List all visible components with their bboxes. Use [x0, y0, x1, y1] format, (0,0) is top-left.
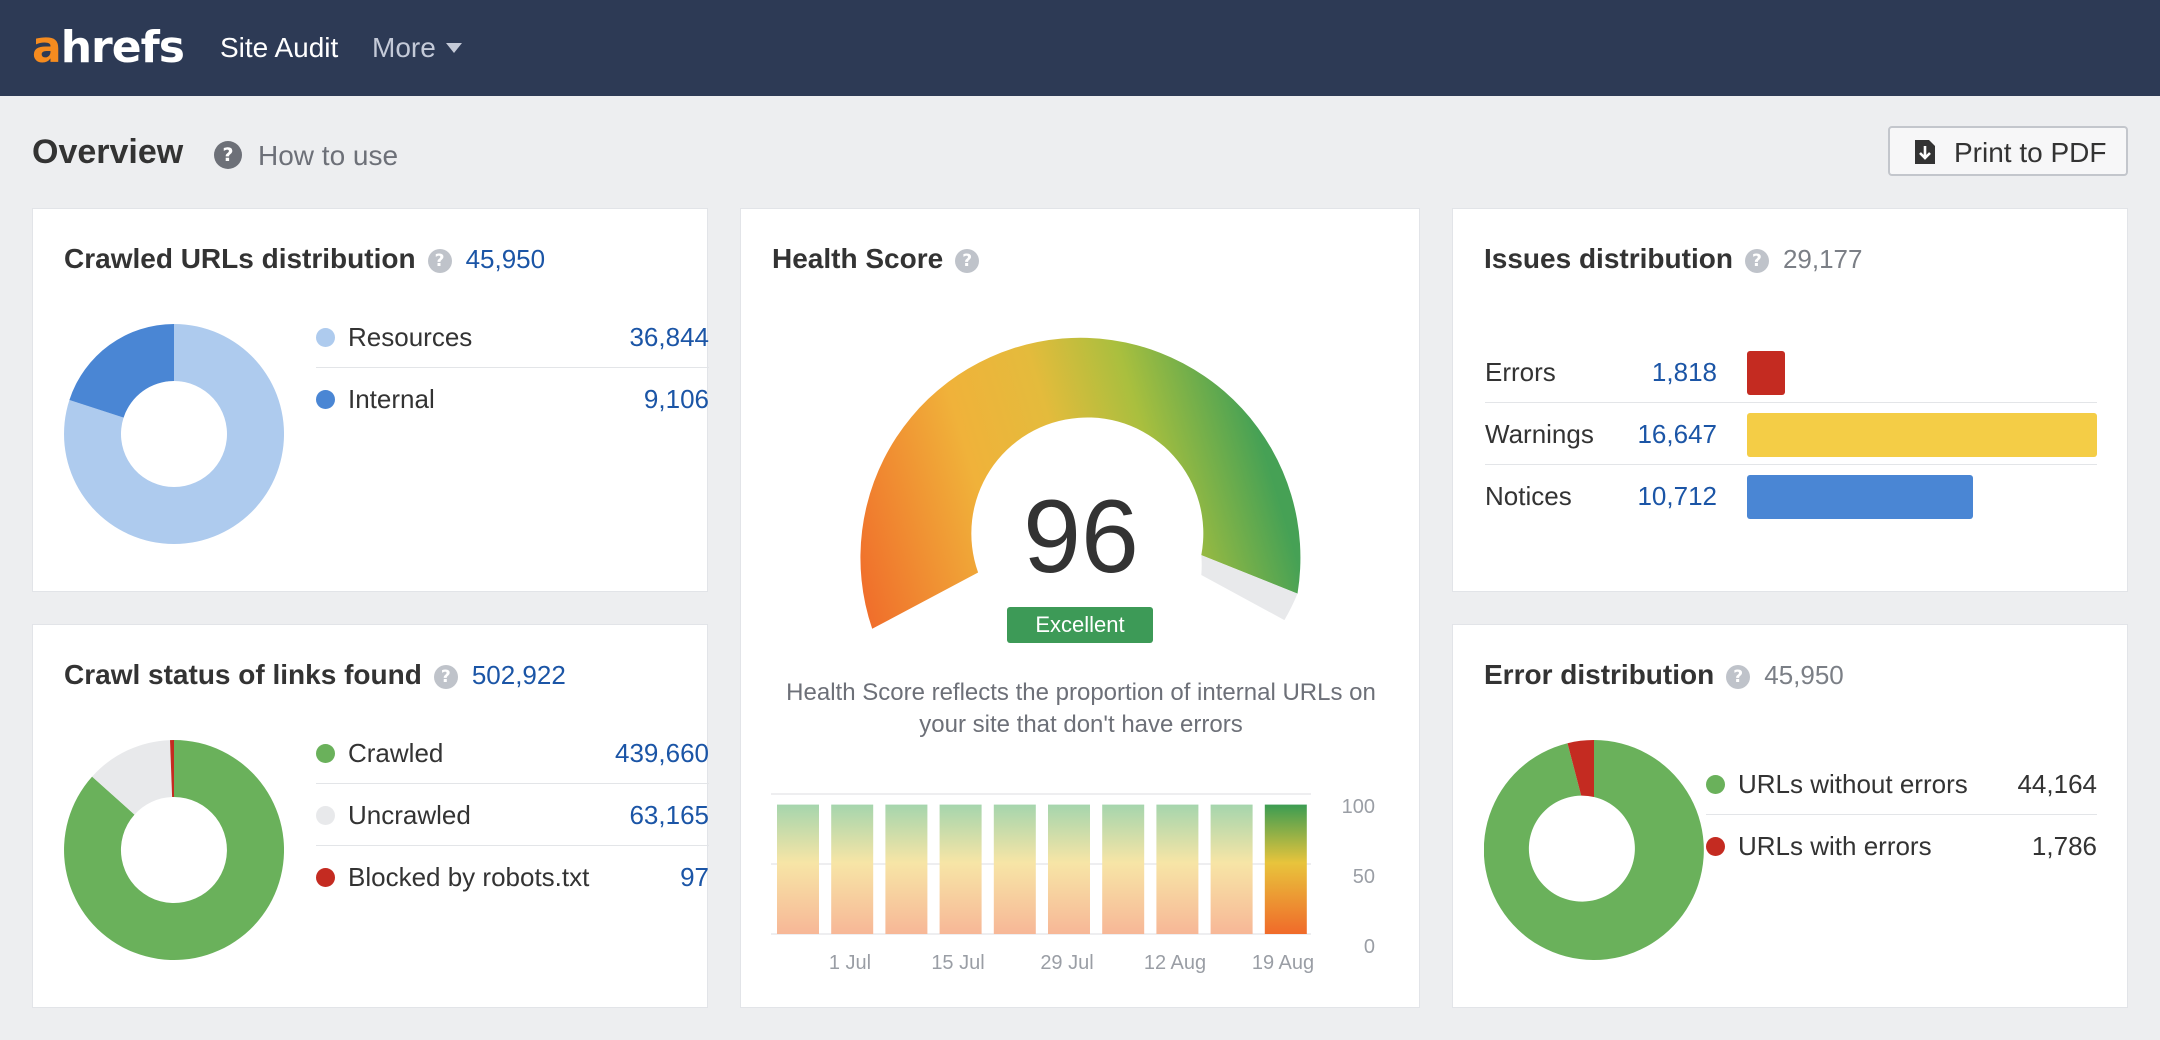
how-to-use-link[interactable]: How to use: [258, 140, 399, 171]
chart-bar[interactable]: [1264, 804, 1307, 934]
page-title: Overview: [32, 133, 184, 171]
chart-y-tick-50: 50: [1353, 866, 1375, 888]
nav-more-menu[interactable]: More: [372, 30, 462, 66]
crawled-urls-donut[interactable]: [64, 324, 284, 544]
legend-row-blocked[interactable]: Blocked by robots.txt 97: [316, 846, 709, 908]
legend-dot: [316, 744, 335, 763]
legend-dot: [316, 328, 335, 347]
crawled-urls-total[interactable]: 45,950: [465, 244, 546, 274]
health-score-history-chart[interactable]: 100 50 0 1 Jul 15 Jul 29 Jul 12 Aug 19 A…: [771, 789, 1391, 979]
issue-bar-errors: [1747, 351, 1785, 395]
chart-x-tick: 19 Aug: [1252, 952, 1314, 974]
help-icon[interactable]: ?: [955, 249, 980, 273]
help-icon[interactable]: ?: [1726, 665, 1751, 689]
chart-bar[interactable]: [939, 804, 982, 934]
chart-bar[interactable]: [831, 804, 874, 934]
card-title: Crawled URLs distribution? 45,950: [64, 243, 546, 274]
nav-more-label: More: [372, 32, 436, 63]
top-navigation-bar: ahrefs Site Audit More: [0, 0, 2160, 96]
card-title: Health Score?: [772, 241, 980, 277]
chart-bar[interactable]: [1210, 804, 1253, 934]
gauge-arc-filled: [860, 337, 1301, 629]
error-distribution-donut[interactable]: [1484, 740, 1704, 960]
chart-bar[interactable]: [1156, 804, 1199, 934]
ahrefs-logo[interactable]: ahrefs: [32, 22, 185, 73]
chart-y-tick-0: 0: [1364, 936, 1375, 958]
print-to-pdf-button[interactable]: Print to PDF: [1888, 126, 2128, 176]
help-icon[interactable]: ?: [433, 665, 458, 689]
legend-dot: [316, 390, 335, 409]
crawl-status-total[interactable]: 502,922: [471, 660, 566, 690]
card-title: Crawl status of links found? 502,922: [64, 659, 566, 690]
donut-slice-urls-with-errors: [1567, 740, 1594, 797]
health-score-gauge: [860, 337, 1301, 629]
help-icon[interactable]: ?: [214, 141, 242, 169]
issue-bar-notices: [1747, 475, 1973, 519]
legend-row-crawled[interactable]: Crawled 439,660: [316, 722, 709, 784]
chart-x-tick: 12 Aug: [1144, 952, 1206, 974]
error-distribution-card: Error distribution? 45,950 URLs without e…: [1452, 624, 2128, 1008]
chart-y-tick-100: 100: [1342, 796, 1375, 818]
caret-down-icon: [445, 42, 462, 53]
card-title: Issues distribution? 29,177: [1484, 243, 1863, 274]
download-icon: [1915, 140, 1935, 164]
crawl-status-donut[interactable]: [64, 740, 284, 960]
error-distribution-total: 45,950: [1764, 660, 1844, 690]
donut-slice-crawled: [64, 740, 284, 960]
chart-bar[interactable]: [885, 804, 928, 934]
help-icon[interactable]: ?: [427, 249, 452, 273]
donut-slice-uncrawled: [92, 740, 173, 815]
chart-bar[interactable]: [777, 804, 819, 934]
crawled-urls-card: Crawled URLs distribution? 45,950 Resourc…: [32, 208, 709, 592]
legend-row-urls-with-errors[interactable]: URLs with errors 1,786: [1706, 815, 2097, 877]
gauge-arc-remaining: [1201, 555, 1298, 621]
donut-slice-urls-without-errors: [1484, 740, 1704, 960]
donut-slice-internal: [69, 324, 174, 418]
health-score-description: Health Score reflects the proportion of …: [786, 679, 1376, 738]
chart-bar[interactable]: [1048, 804, 1090, 934]
issues-total: 29,177: [1782, 244, 1863, 274]
legend-dot: [1706, 837, 1725, 856]
chart-x-tick: 15 Jul: [931, 952, 984, 974]
chart-x-tick: 1 Jul: [829, 952, 871, 974]
card-title: Error distribution? 45,950: [1484, 659, 1844, 690]
chart-bar[interactable]: [993, 804, 1036, 934]
legend-dot: [316, 806, 335, 825]
help-icon[interactable]: ?: [1744, 249, 1769, 273]
legend-row-urls-without-errors[interactable]: URLs without errors 44,164: [1706, 753, 2097, 815]
issue-row-errors[interactable]: Errors 1,818: [1485, 341, 2097, 403]
legend-row-uncrawled[interactable]: Uncrawled 63,165: [316, 784, 709, 846]
nav-site-audit[interactable]: Site Audit: [220, 32, 339, 63]
health-score-value: 96: [1023, 479, 1139, 595]
health-rating-badge: Excellent: [1007, 607, 1153, 643]
legend-dot: [316, 868, 335, 887]
chart-bar[interactable]: [1102, 804, 1145, 934]
print-to-pdf-label: Print to PDF: [1954, 137, 2107, 168]
issue-row-notices[interactable]: Notices 10,712: [1485, 465, 2097, 527]
health-score-card: Health Score? 96 Excellent Health Score …: [740, 208, 1420, 1008]
issue-bar-warnings: [1747, 413, 2097, 457]
chart-x-tick: 29 Jul: [1040, 952, 1093, 974]
donut-slice-blocked: [170, 740, 174, 797]
crawl-status-card: Crawl status of links found? 502,922 Craw…: [32, 624, 709, 1008]
issues-distribution-card: Issues distribution? 29,177 Errors 1,818 …: [1452, 208, 2128, 592]
legend-row-resources[interactable]: Resources 36,844: [316, 306, 709, 368]
legend-row-internal[interactable]: Internal 9,106: [316, 368, 709, 430]
issue-row-warnings[interactable]: Warnings 16,647: [1485, 403, 2097, 465]
donut-slice-resources: [64, 324, 284, 544]
legend-dot: [1706, 775, 1725, 794]
